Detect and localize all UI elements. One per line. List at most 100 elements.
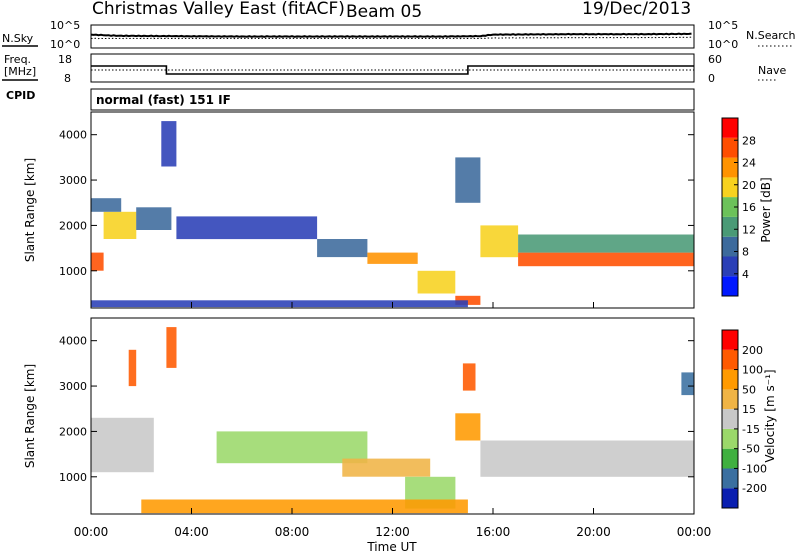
power-cbar-swatch xyxy=(722,276,738,296)
power-ylabel: Slant Range [km] xyxy=(23,158,37,262)
power-region xyxy=(161,121,177,167)
velocity-cbar-swatch xyxy=(722,330,738,350)
x-axis: 00:00 04:00 08:00 12:00 16:00 20:00 00:00 xyxy=(74,302,712,539)
velocity-ytick-label: 3000 xyxy=(59,380,87,393)
cpid-value: normal (fast) 151 IF xyxy=(96,93,231,107)
power-region xyxy=(367,252,418,264)
power-cbar-tick-label: 16 xyxy=(742,201,756,214)
x-tick-label: 20:00 xyxy=(576,525,611,539)
x-tick-label: 12:00 xyxy=(375,525,410,539)
power-cbar-tick-label: 4 xyxy=(742,268,749,281)
velocity-ylabel: Slant Range [km] xyxy=(23,364,37,468)
power-cbar-swatch xyxy=(722,236,738,257)
velocity-cbar-tick-label: -15 xyxy=(742,423,760,436)
velocity-region xyxy=(462,363,476,391)
frequency-line xyxy=(91,65,694,75)
velocity-region xyxy=(141,499,468,514)
velocity-ytick-label: 1000 xyxy=(59,471,87,484)
x-tick-label: 08:00 xyxy=(275,525,310,539)
power-ytick-label: 1000 xyxy=(59,265,87,278)
velocity-cbar-tick-label: 50 xyxy=(742,383,756,396)
noise-left-tick-bottom: 10^0 xyxy=(50,38,80,51)
velocity-region xyxy=(342,458,431,477)
velocity-cbar-frame xyxy=(721,329,739,509)
cpid-label: CPID xyxy=(6,89,35,102)
nave-label: Nave xyxy=(758,64,786,77)
power-region xyxy=(480,225,519,258)
velocity-cbar-swatch xyxy=(722,369,738,390)
power-cbar-tick-label: 24 xyxy=(742,157,756,170)
velocity-region xyxy=(128,349,137,387)
power-cbar-swatch xyxy=(722,157,738,178)
velocity-cbar-tick-label: -200 xyxy=(742,482,767,495)
freq-label: Freq. xyxy=(4,53,31,66)
freq-right-tick-top: 60 xyxy=(708,53,722,66)
velocity-ytick-label: 4000 xyxy=(59,335,87,348)
velocity-cbar-tick-label: 100 xyxy=(742,364,763,377)
velocity-cbar-tick-label: 200 xyxy=(742,344,763,357)
power-cbar-tick-label: 20 xyxy=(742,179,756,192)
velocity-ytick-label: 2000 xyxy=(59,425,87,438)
power-region xyxy=(136,207,172,230)
power-cbar-tick-label: 12 xyxy=(742,223,756,236)
power-region xyxy=(103,211,137,239)
noise-search-line xyxy=(90,36,692,40)
velocity-panel: 1000 2000 3000 4000 Slant Range [km] 200 100… xyxy=(23,317,777,515)
x-tick-label: 04:00 xyxy=(174,525,209,539)
freq-left-tick-bottom: 8 xyxy=(64,72,71,85)
noise-left-tick-top: 10^5 xyxy=(50,19,80,32)
noise-right-tick-top: 10^5 xyxy=(708,19,738,32)
velocity-cbar-swatch xyxy=(722,349,738,370)
power-cbar-swatch xyxy=(722,256,738,277)
station-title: Christmas Valley East (fitACF) xyxy=(92,0,345,19)
date-label: 19/Dec/2013 xyxy=(582,0,691,19)
power-cbar-swatch xyxy=(722,216,738,237)
velocity-cbar-tick-label: -100 xyxy=(742,462,767,475)
power-ytick-label: 3000 xyxy=(59,174,87,187)
x-tick-label: 16:00 xyxy=(476,525,511,539)
power-region xyxy=(176,216,318,240)
velocity-cbar-swatch xyxy=(722,389,738,410)
freq-right-tick-bottom: 0 xyxy=(708,72,715,85)
velocity-cbar-tick-label: -50 xyxy=(742,443,760,456)
noise-panel: N.Sky 10^5 10^0 10^5 10^0 N.Search xyxy=(2,19,796,51)
freq-unit-label: [MHz] xyxy=(4,65,36,78)
power-cbar-swatch xyxy=(722,137,738,158)
power-region xyxy=(417,270,456,294)
freq-left-tick-top: 18 xyxy=(58,53,72,66)
power-cbar-label: Power [dB] xyxy=(759,177,773,242)
power-region xyxy=(518,252,694,267)
velocity-region xyxy=(91,417,154,473)
power-region xyxy=(91,198,122,212)
power-region xyxy=(317,239,368,258)
power-ytick-label: 2000 xyxy=(59,219,87,232)
velocity-cbar-swatch xyxy=(722,428,738,449)
velocity-region xyxy=(681,372,694,396)
x-axis-label: Time UT xyxy=(366,540,417,554)
power-region xyxy=(91,252,104,271)
x-tick-label: 00:00 xyxy=(677,525,712,539)
velocity-cbar-label: Velocity [m s⁻¹] xyxy=(763,369,777,462)
power-cbar-swatch xyxy=(722,197,738,217)
power-cbar-swatch xyxy=(722,118,738,138)
power-panel: 1000 2000 3000 4000 Slant Range [km] 28 24 20… xyxy=(23,111,773,309)
power-cbar-tick-label: 8 xyxy=(742,246,749,259)
noise-sky-line xyxy=(90,32,692,38)
noise-left-label: N.Sky xyxy=(2,32,34,45)
x-tick-label: 00:00 xyxy=(74,525,109,539)
power-ytick-label: 4000 xyxy=(59,129,87,142)
beam-label: Beam 05 xyxy=(346,2,422,22)
velocity-cbar-swatch xyxy=(722,448,738,469)
velocity-cbar-swatch xyxy=(722,468,738,489)
noise-right-label: N.Search xyxy=(746,29,796,42)
velocity-cbar-swatch xyxy=(722,409,738,429)
frequency-panel: Freq. [MHz] 18 8 60 0 Nave xyxy=(2,53,786,85)
power-cbar-swatch xyxy=(722,177,738,198)
power-cbar-tick-label: 28 xyxy=(742,134,756,147)
velocity-cbar-tick-label: 15 xyxy=(742,403,756,416)
velocity-cbar-swatch xyxy=(722,488,738,508)
velocity-region xyxy=(455,413,481,441)
velocity-region xyxy=(480,440,694,477)
velocity-region xyxy=(216,431,368,464)
